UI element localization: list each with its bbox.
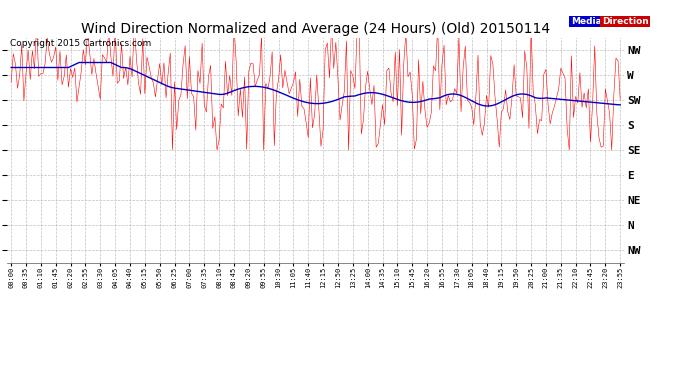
Title: Wind Direction Normalized and Average (24 Hours) (Old) 20150114: Wind Direction Normalized and Average (2… bbox=[81, 22, 550, 36]
Text: Median: Median bbox=[571, 17, 608, 26]
Text: Copyright 2015 Cartronics.com: Copyright 2015 Cartronics.com bbox=[10, 39, 152, 48]
Text: Direction: Direction bbox=[602, 17, 649, 26]
